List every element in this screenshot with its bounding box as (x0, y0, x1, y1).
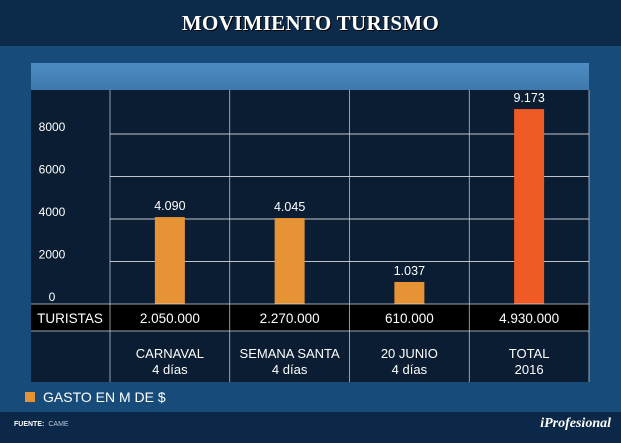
value-label-total: 9.173 (513, 91, 544, 105)
footer-bar (0, 412, 621, 443)
source-value: CAME (48, 421, 69, 428)
y-tick-2000: 2000 (39, 248, 66, 262)
value-label-carnaval: 4.090 (154, 199, 185, 213)
y-tick-0: 0 (49, 290, 56, 304)
tourists-value-total: 4.930.000 (499, 311, 559, 326)
category-label-semana-santa: SEMANA SANTA (240, 346, 341, 361)
bar-semana-santa (274, 218, 305, 304)
plot-area (31, 90, 589, 304)
brand-logo: iProfesional (540, 416, 611, 431)
legend-swatch (25, 392, 35, 402)
bar-total (514, 109, 545, 304)
category-sublabel-semana-santa: 4 días (272, 362, 308, 377)
tourists-row-bg (31, 304, 589, 331)
header-stripe (31, 63, 589, 90)
bars (154, 109, 545, 304)
value-label-semana-santa: 4.045 (274, 200, 305, 214)
category-band (31, 331, 589, 382)
value-labels: 4.090 4.045 1.037 9.173 (154, 91, 545, 278)
y-tick-8000: 8000 (39, 120, 66, 134)
bar-carnaval (154, 217, 185, 304)
y-tick-6000: 6000 (39, 163, 66, 177)
category-label-20-junio: 20 JUNIO (381, 346, 438, 361)
source-note: FUENTE: CAME (14, 421, 69, 428)
legend: GASTO EN M DE $ (25, 388, 166, 406)
column-dividers (31, 90, 590, 382)
tourists-row: TURISTAS 2.050.000 2.270.000 610.000 4.930.0… (31, 304, 589, 331)
tourists-value-semana-santa: 2.270.000 (260, 311, 320, 326)
category-sublabel-carnaval: 4 días (152, 362, 188, 377)
category-sublabel-total: 2016 (515, 362, 544, 377)
legend-label: GASTO EN M DE $ (43, 389, 166, 405)
y-tick-4000: 4000 (39, 205, 66, 219)
category-label-carnaval: CARNAVAL (136, 346, 204, 361)
tourists-row-label: TURISTAS (37, 311, 103, 326)
y-axis-ticks: 0 2000 4000 6000 8000 (39, 120, 66, 304)
tourists-value-20-junio: 610.000 (385, 311, 434, 326)
source-label: FUENTE: (14, 421, 45, 428)
tourists-value-carnaval: 2.050.000 (140, 311, 200, 326)
value-label-20-junio: 1.037 (394, 264, 425, 278)
category-sublabel-20-junio: 4 días (392, 362, 428, 377)
bar-20-junio (394, 281, 425, 304)
category-label-total: TOTAL (509, 346, 550, 361)
chart-title: MOVIMIENTO TURISMO (0, 0, 621, 46)
